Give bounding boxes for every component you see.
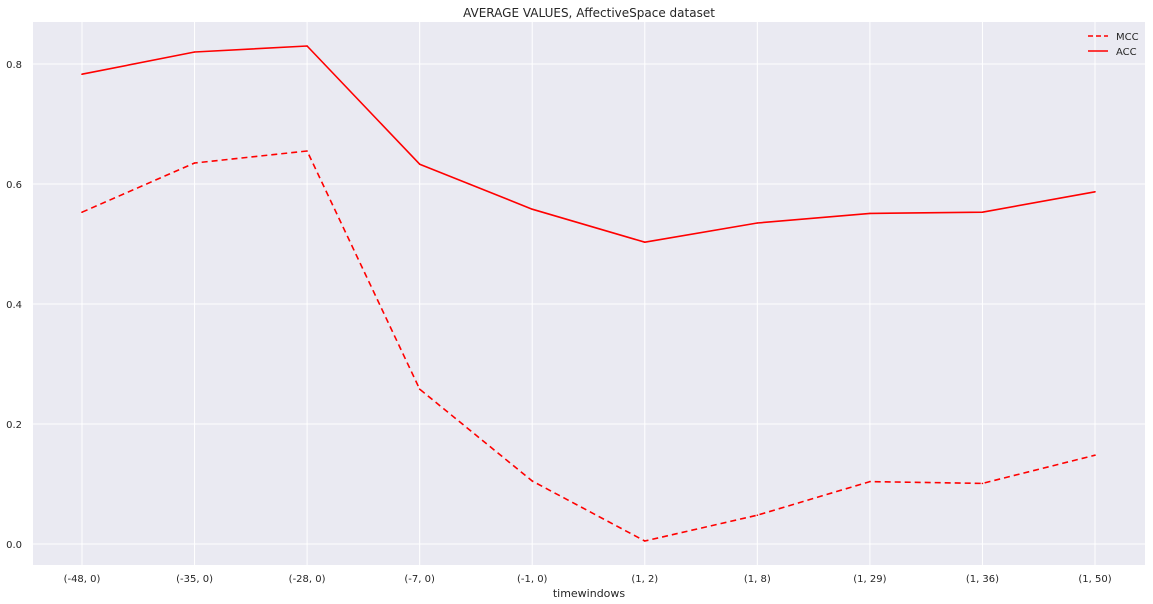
- x-tick-label: (1, 36): [966, 574, 999, 585]
- data-point-mcc: [306, 150, 308, 152]
- data-point-acc: [306, 45, 308, 47]
- y-tick-label: 0.0: [6, 540, 22, 551]
- data-point-mcc: [756, 514, 759, 516]
- data-point-mcc: [981, 482, 984, 485]
- data-point-acc: [193, 51, 196, 53]
- legend-acc-label: ACC: [1116, 47, 1137, 58]
- x-tick-label: (-28, 0): [289, 574, 326, 585]
- legend-mcc-label: MCC: [1116, 32, 1139, 43]
- plot-area: [33, 22, 1145, 565]
- y-tick-label: 0.2: [6, 420, 22, 431]
- y-tick-label: 0.4: [6, 300, 22, 311]
- data-point-acc: [756, 222, 759, 224]
- x-tick-label: (-1, 0): [517, 574, 548, 585]
- x-tick-label: (1, 29): [853, 574, 886, 585]
- x-axis-label: timewindows: [553, 587, 626, 600]
- data-point-acc: [531, 208, 534, 210]
- series-lines: [81, 45, 1096, 542]
- x-tick-label: (1, 8): [744, 574, 771, 585]
- legend: MCC ACC: [1088, 32, 1139, 58]
- data-point-acc: [869, 212, 871, 215]
- x-tick-label: (-35, 0): [176, 574, 213, 585]
- data-point-acc: [81, 73, 83, 75]
- data-point-mcc: [869, 480, 871, 483]
- data-point-acc: [981, 211, 984, 213]
- data-point-acc: [1094, 191, 1096, 193]
- x-tick-label: (-48, 0): [64, 574, 101, 585]
- data-point-mcc: [418, 388, 421, 391]
- series-line-acc: [81, 45, 1096, 243]
- x-tick-labels: (-48, 0) (-35, 0) (-28, 0) (-7, 0) (-1, 0) (1…: [64, 574, 1112, 585]
- data-point-mcc: [81, 211, 83, 213]
- series-line-mcc: [81, 150, 1096, 542]
- data-point-mcc: [531, 480, 534, 482]
- data-point-acc: [643, 241, 646, 243]
- x-tick-label: (-7, 0): [404, 574, 435, 585]
- y-tick-labels: 0.0 0.2 0.4 0.6 0.8: [6, 60, 22, 551]
- data-point-mcc: [193, 162, 196, 164]
- y-tick-label: 0.8: [6, 60, 22, 71]
- x-tick-label: (1, 2): [631, 574, 658, 585]
- data-point-mcc: [1094, 454, 1096, 457]
- data-point-mcc: [643, 540, 646, 542]
- grid-lines: [33, 22, 1145, 565]
- data-point-acc: [418, 163, 421, 165]
- y-tick-label: 0.6: [6, 180, 22, 191]
- chart-title: AVERAGE VALUES, AffectiveSpace dataset: [463, 6, 715, 20]
- x-tick-label: (1, 50): [1078, 574, 1111, 585]
